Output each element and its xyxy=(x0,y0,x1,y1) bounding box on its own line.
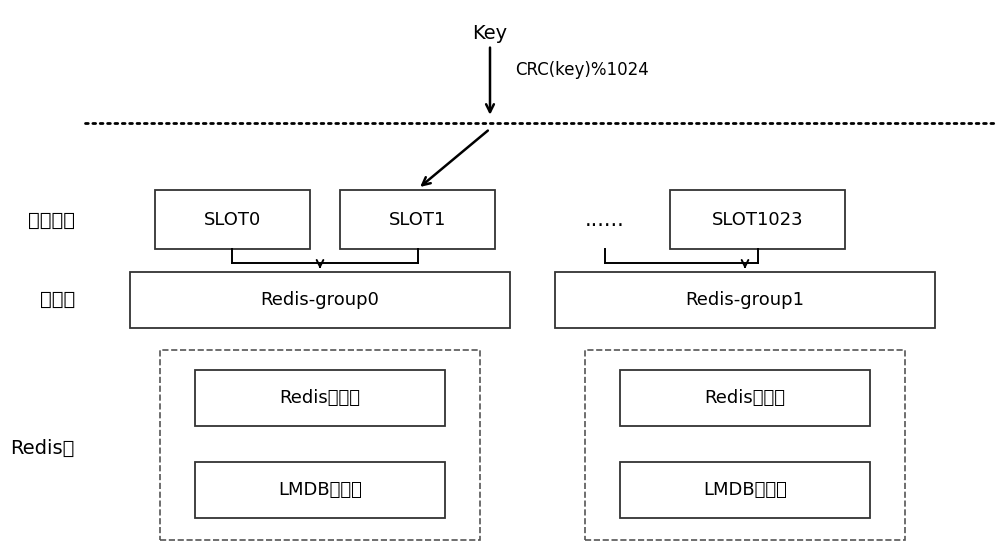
Text: SLOT0: SLOT0 xyxy=(204,211,261,229)
Text: Redis-group0: Redis-group0 xyxy=(261,291,379,309)
Text: LMDB服务器: LMDB服务器 xyxy=(278,481,362,499)
Text: CRC(key)%1024: CRC(key)%1024 xyxy=(515,61,649,79)
Bar xyxy=(620,370,870,426)
Bar xyxy=(160,350,480,540)
Text: SLOT1023: SLOT1023 xyxy=(712,211,803,229)
Text: 虚拟组: 虚拟组 xyxy=(40,290,75,309)
Text: Redis服务器: Redis服务器 xyxy=(704,389,786,407)
Bar xyxy=(670,190,845,249)
Bar xyxy=(195,462,445,518)
Text: Redis-group1: Redis-group1 xyxy=(686,291,805,309)
Bar xyxy=(340,190,495,249)
Bar xyxy=(195,370,445,426)
Text: Key: Key xyxy=(472,24,508,43)
Text: Redis服务器: Redis服务器 xyxy=(280,389,360,407)
Text: LMDB服务器: LMDB服务器 xyxy=(703,481,787,499)
Bar xyxy=(555,272,935,328)
Text: ......: ...... xyxy=(585,210,625,230)
Text: Redis组: Redis组 xyxy=(11,438,75,458)
Text: SLOT1: SLOT1 xyxy=(389,211,446,229)
Bar xyxy=(155,190,310,249)
Bar xyxy=(585,350,905,540)
Bar xyxy=(130,272,510,328)
Bar xyxy=(620,462,870,518)
Text: 逻辑分片: 逻辑分片 xyxy=(28,211,75,230)
